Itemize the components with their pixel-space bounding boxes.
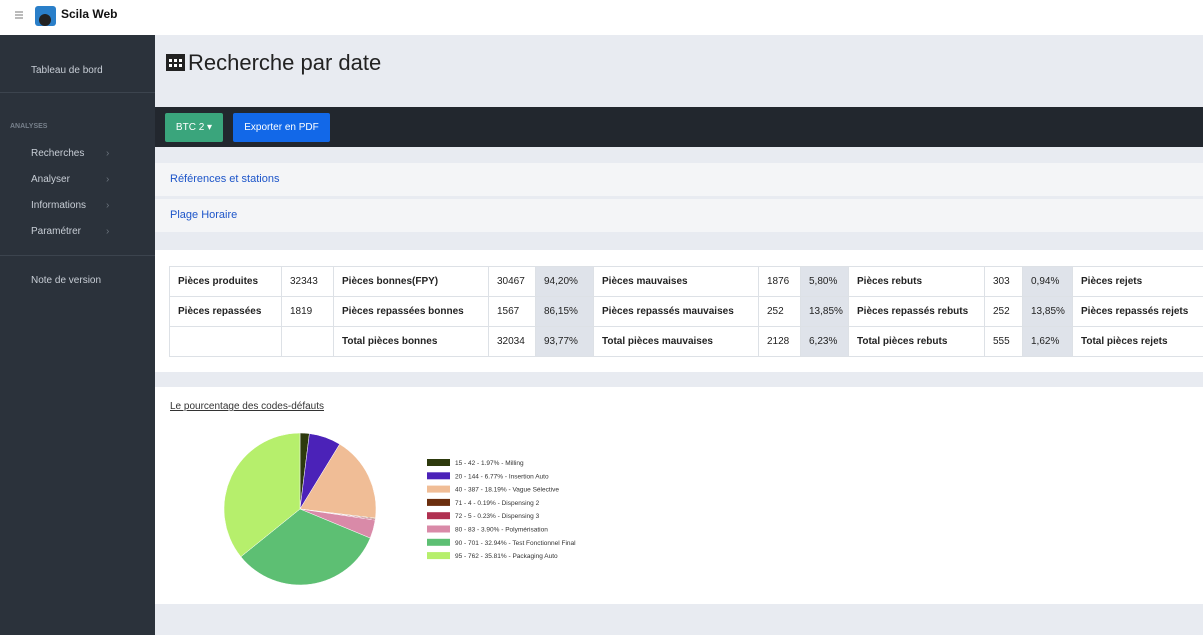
legend-label: 80 - 83 - 3.90% - Polymérisation <box>455 527 548 534</box>
legend-swatch <box>427 498 450 506</box>
table-cell: Pièces produites <box>169 266 282 297</box>
table-cell: 13,85% <box>1022 296 1073 327</box>
toolbar: BTC 2 ▾ Exporter en PDF <box>155 107 1203 147</box>
table-cell: 86,15% <box>535 296 594 327</box>
sidebar: Tableau de bord ANALYSES Recherches › Anal… <box>0 35 155 635</box>
page-title: Recherche par date <box>188 50 382 75</box>
stats-table: Pièces produites 32343 Pièces bonnes(FPY) 3… <box>169 266 1203 357</box>
table-cell <box>281 326 334 357</box>
legend-swatch <box>427 472 450 480</box>
table-cell: Pièces repassés rebuts <box>848 296 985 327</box>
chevron: › <box>106 148 110 159</box>
table-cell: 13,85% <box>800 296 849 327</box>
nav-item[interactable]: Recherches <box>31 148 85 159</box>
legend-label: 90 - 701 - 32.94% - Test Fonctionnel Fin… <box>455 540 576 547</box>
table-cell: 252 <box>984 296 1023 327</box>
legend-swatch <box>427 538 450 546</box>
legend-swatch <box>427 459 450 466</box>
table-cell: 6,23% <box>800 326 849 357</box>
table-cell: Total pièces rebuts <box>848 326 985 357</box>
table-cell: 1819 <box>281 296 334 327</box>
brand: Scila Web <box>61 7 117 21</box>
table-cell: 555 <box>984 326 1023 357</box>
table-cell: Pièces repassées <box>169 296 282 327</box>
table-cell: Pièces bonnes(FPY) <box>333 266 489 297</box>
select-btc[interactable]: BTC 2 ▾ <box>165 113 223 142</box>
header-icons: Scila Web <box>15 6 117 26</box>
panel-title: Plage Horaire <box>170 209 238 221</box>
legend-swatch <box>427 485 450 493</box>
legend-label: 15 - 42 - 1.97% - Milling <box>455 460 524 467</box>
table-cell: Pièces rebuts <box>848 266 985 297</box>
nav-dashboard[interactable]: Tableau de bord <box>31 65 103 76</box>
chevron: › <box>106 200 110 211</box>
table-cell: 303 <box>984 266 1023 297</box>
table-cell: Pièces repassés mauvaises <box>593 296 759 327</box>
table-cell: 30467 <box>488 266 536 297</box>
legend-label: 95 - 762 - 35.81% - Packaging Auto <box>455 553 558 560</box>
pie-slice <box>299 443 377 519</box>
legend-label: 40 - 387 - 18.19% - Vague Sélective <box>455 487 559 494</box>
table-row: Pièces produites 32343 Pièces bonnes(FPY) 3… <box>169 266 1203 297</box>
legend-swatch <box>427 512 450 520</box>
chevron: › <box>106 226 110 237</box>
table-cell: 93,77% <box>535 326 594 357</box>
table-cell: Total pièces bonnes <box>333 326 489 357</box>
table-cell: 0,94% <box>1022 266 1073 297</box>
table-row: Total pièces bonnes 32034 93,77% Total pièc… <box>169 326 1203 357</box>
table-cell: 2128 <box>758 326 801 357</box>
table-cell: 252 <box>758 296 801 327</box>
panel-title: Références et stations <box>170 173 280 185</box>
table-cell <box>169 326 282 357</box>
table-cell: Total pièces rejets <box>1072 326 1203 357</box>
legend-label: 71 - 4 - 0.19% - Dispensing 2 <box>455 500 540 507</box>
section-label: ANALYSES <box>10 123 48 130</box>
table-cell: 1,62% <box>1022 326 1073 357</box>
table-cell: 32034 <box>488 326 536 357</box>
table-cell: 1876 <box>758 266 801 297</box>
legend-label: 72 - 5 - 0.23% - Dispensing 3 <box>455 513 540 520</box>
pie-chart: Le pourcentage des codes-défauts 15 - 42… <box>170 401 576 586</box>
export-button[interactable]: Exporter en PDF <box>233 113 330 142</box>
chevron: › <box>106 174 110 185</box>
chart-title: Le pourcentage des codes-défauts <box>170 401 324 412</box>
nav-item[interactable]: Informations <box>31 200 87 211</box>
stats-card: Pièces produites 32343 Pièces bonnes(FPY) 3… <box>155 250 1203 372</box>
select-label: BTC 2 <box>175 122 205 133</box>
calendar-icon <box>166 54 185 71</box>
panel-header[interactable]: Plage Horaire <box>155 199 1203 232</box>
pie-slice <box>223 432 301 558</box>
pie-slice <box>240 508 371 586</box>
table-cell: Pièces repassés rejets <box>1072 296 1203 327</box>
table-cell: 5,80% <box>800 266 849 297</box>
main: Recherche par date BTC 2 ▾ Exporter en P… <box>155 35 1203 635</box>
table-cell: Pièces mauvaises <box>593 266 759 297</box>
chart-card: Le pourcentage des codes-défauts 15 - 42… <box>155 387 1203 604</box>
nav-item[interactable]: Paramétrer <box>31 226 82 237</box>
legend-swatch <box>427 525 450 533</box>
table-cell: Pièces repassées bonnes <box>333 296 489 327</box>
table-row: Pièces repassées 1819 Pièces repassées bon… <box>169 296 1203 327</box>
table-cell: 94,20% <box>535 266 594 297</box>
table-cell: Pièces rejets <box>1072 266 1203 297</box>
table-cell: 32343 <box>281 266 334 297</box>
top-header: Scila Web <box>0 0 1203 35</box>
panel-header[interactable]: Références et stations <box>155 163 1203 196</box>
table-cell: Total pièces mauvaises <box>593 326 759 357</box>
nav-version[interactable]: Note de version <box>31 275 102 286</box>
legend-swatch <box>427 552 450 560</box>
legend-label: 20 - 144 - 6.77% - Insertion Auto <box>455 473 549 480</box>
table-cell: 1567 <box>488 296 536 327</box>
nav-item[interactable]: Analyser <box>31 174 70 185</box>
